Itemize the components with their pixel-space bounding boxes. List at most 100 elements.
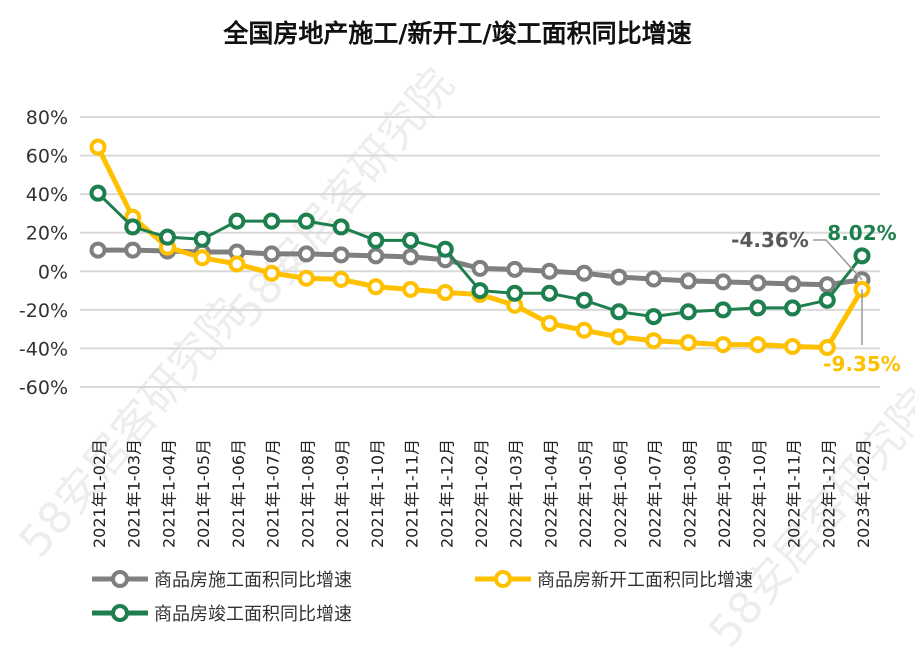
data-point — [158, 228, 176, 246]
data-point — [784, 338, 802, 355]
data-point — [471, 282, 489, 300]
x-tick-label: 2022年1-10月 — [750, 439, 769, 548]
data-point — [818, 291, 836, 309]
data-point — [436, 240, 454, 258]
data-point — [402, 280, 420, 298]
end-value-label: 8.02% — [827, 221, 896, 245]
data-point — [818, 276, 836, 294]
data-point — [575, 291, 593, 309]
chart-title: 全国房地产施工/新开工/竣工面积同比增速 — [223, 19, 692, 48]
x-tick-label: 2022年1-02月 — [472, 439, 491, 548]
x-tick-label: 2022年1-08月 — [680, 439, 699, 548]
data-point — [297, 212, 315, 230]
x-tick-label: 2021年1-06月 — [229, 439, 248, 548]
data-point — [853, 247, 871, 265]
x-tick-label: 2021年1-08月 — [298, 439, 317, 548]
data-point — [124, 241, 142, 259]
data-point — [645, 308, 663, 326]
data-point — [749, 336, 767, 354]
data-point — [471, 259, 489, 277]
data-point — [89, 138, 107, 156]
x-tick-label: 2022年1-05月 — [576, 439, 595, 548]
data-point — [367, 278, 385, 296]
data-point — [645, 270, 663, 288]
x-tick-label: 2021年1-07月 — [264, 439, 283, 548]
x-tick-label: 2022年1-03月 — [507, 439, 526, 548]
x-tick-label: 2022年1-09月 — [715, 439, 734, 548]
data-point — [818, 338, 836, 356]
data-point — [540, 262, 558, 280]
legend-item-completion: 商品房竣工面积同比增速 — [92, 600, 352, 626]
x-tick-label: 2021年1-11月 — [403, 439, 422, 548]
leader-line — [813, 239, 863, 281]
data-point — [228, 212, 246, 230]
data-point — [540, 284, 558, 302]
data-point — [679, 303, 697, 321]
x-tick-label: 2021年1-09月 — [333, 439, 352, 548]
end-value-label: -4.36% — [731, 228, 809, 252]
legend-label: 商品房竣工面积同比增速 — [154, 604, 352, 625]
data-point — [228, 255, 246, 273]
data-point — [610, 303, 628, 321]
x-tick-label: 2021年1-02月 — [90, 439, 109, 548]
x-tick-label: 2022年1-11月 — [785, 439, 804, 548]
data-point — [714, 301, 732, 319]
data-point — [402, 248, 420, 266]
data-point — [714, 273, 732, 291]
data-point — [610, 268, 628, 286]
x-tick-label: 2021年1-12月 — [437, 439, 456, 548]
data-point — [367, 231, 385, 249]
data-point — [124, 218, 142, 236]
x-tick-label: 2021年1-04月 — [159, 439, 178, 548]
y-tick-label: 0% — [38, 261, 68, 283]
x-tick-label: 2021年1-10月 — [368, 439, 387, 548]
legend-item-construction: 商品房施工面积同比增速 — [92, 566, 352, 592]
data-point — [367, 247, 385, 265]
x-tick-label: 2021年1-05月 — [194, 439, 213, 548]
data-point — [332, 246, 350, 264]
y-tick-label: 40% — [26, 184, 68, 206]
data-point — [540, 314, 558, 332]
x-tick-label: 2022年1-07月 — [646, 439, 665, 548]
data-point — [436, 284, 454, 301]
data-point — [679, 272, 697, 290]
data-point — [749, 274, 767, 292]
y-tick-label: 80% — [26, 107, 68, 129]
line-chart: 80% 60% 40% 20% 0% -20% -40% -60% 2021年1-02月 2021… — [19, 107, 901, 548]
data-point — [332, 270, 350, 288]
x-tick-label: 2021年1-03月 — [125, 439, 144, 548]
legend-label: 商品房施工面积同比增速 — [154, 570, 352, 591]
data-point — [263, 264, 281, 282]
data-point — [402, 231, 420, 249]
data-point — [610, 328, 628, 346]
data-point — [193, 230, 211, 248]
data-point — [193, 249, 211, 267]
data-point — [332, 218, 350, 236]
data-point — [679, 334, 697, 352]
y-tick-label: -20% — [19, 300, 68, 322]
data-point — [89, 241, 107, 259]
data-point — [506, 284, 524, 302]
x-tick-label: 2022年1-12月 — [819, 439, 838, 548]
y-tick-label: 60% — [26, 146, 68, 168]
legend-item-new-start: 商品房新开工面积同比增速 — [475, 566, 753, 592]
data-point — [263, 212, 281, 230]
x-tick-label: 2023年1-02月 — [854, 439, 873, 548]
data-point — [714, 336, 732, 354]
data-point — [784, 299, 802, 317]
data-point — [575, 321, 593, 339]
data-point — [89, 184, 107, 202]
x-tick-label: 2022年1-06月 — [611, 439, 630, 548]
data-point — [263, 245, 281, 263]
data-point — [784, 275, 802, 293]
x-tick-label: 2022年1-04月 — [541, 439, 560, 548]
data-point — [645, 332, 663, 350]
y-tick-label: -60% — [19, 377, 68, 399]
data-point — [506, 260, 524, 278]
y-tick-label: -40% — [19, 338, 68, 360]
legend-label: 商品房新开工面积同比增速 — [537, 570, 753, 591]
data-point — [297, 245, 315, 263]
data-point — [749, 299, 767, 317]
